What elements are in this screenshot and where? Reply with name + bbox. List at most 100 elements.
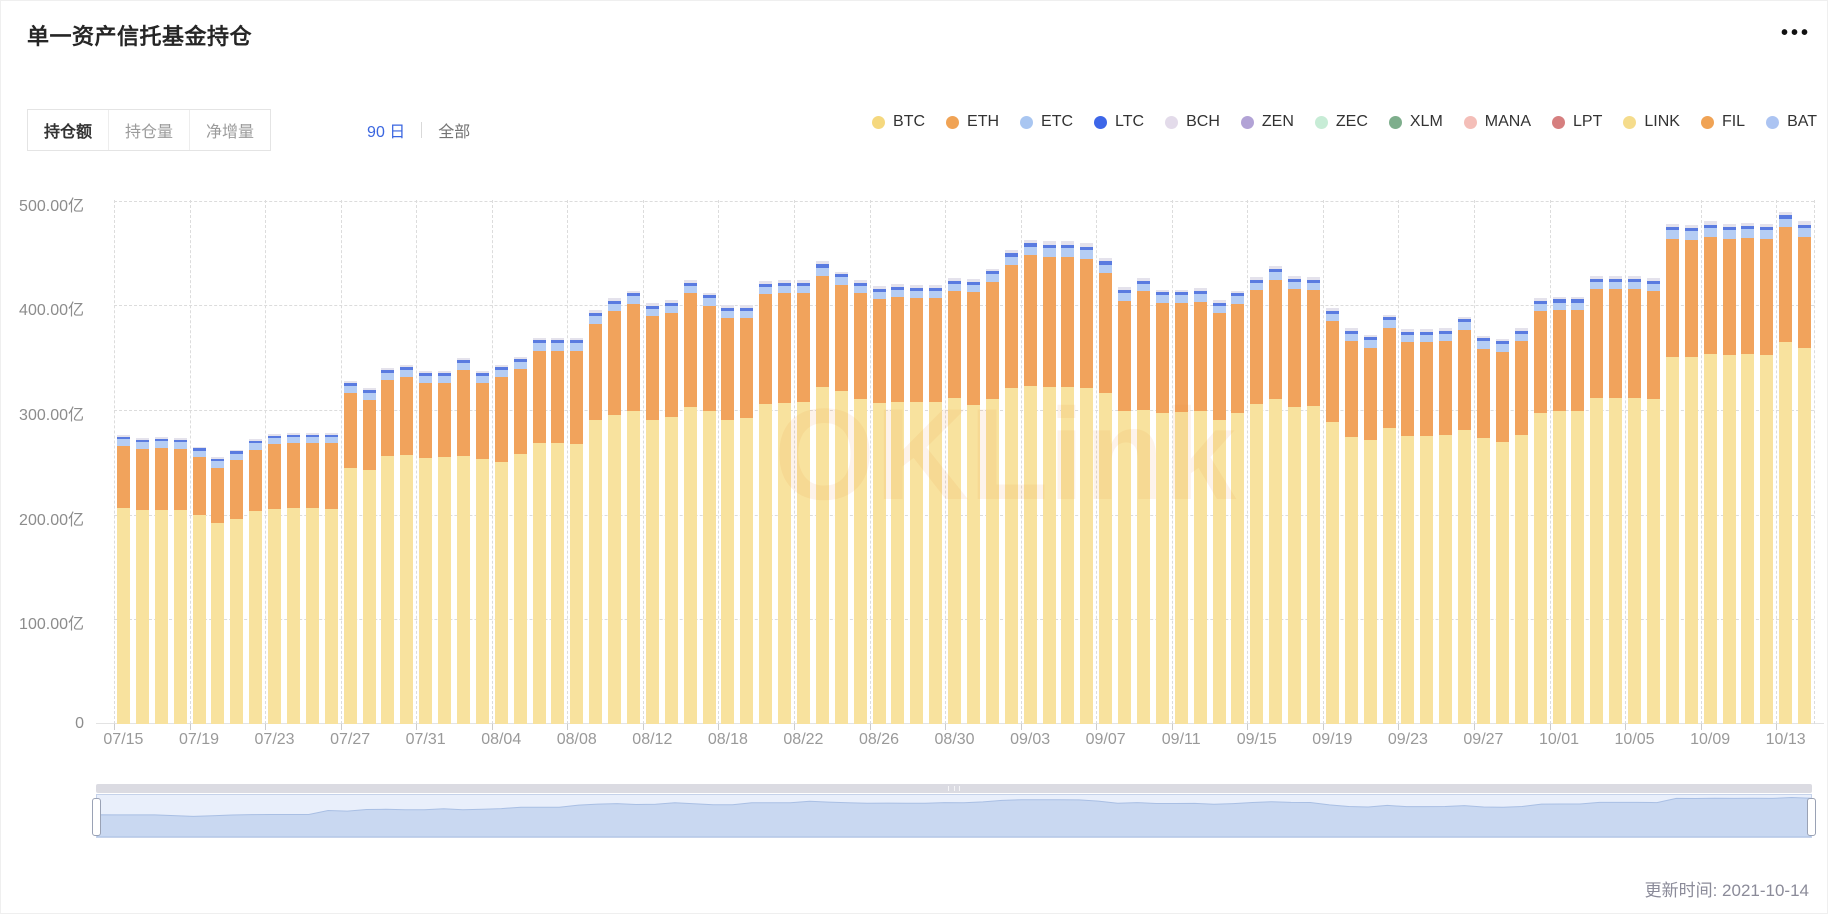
bar-08/10[interactable] (608, 297, 622, 724)
datazoom-scrollbar[interactable] (96, 784, 1812, 793)
bar-07/17[interactable] (154, 437, 168, 724)
bar-08/26[interactable] (872, 286, 886, 724)
bar-09/10[interactable] (1155, 289, 1169, 724)
bar-09/16[interactable] (1269, 266, 1283, 724)
bar-09/20[interactable] (1344, 328, 1358, 724)
bar-07/24[interactable] (286, 432, 300, 724)
bar-07/26[interactable] (324, 432, 338, 724)
datazoom-right-handle[interactable] (1807, 798, 1816, 836)
bar-08/31[interactable] (966, 279, 980, 724)
datazoom-left-handle[interactable] (92, 798, 101, 836)
period-90d[interactable]: 90 日 (367, 124, 406, 141)
bar-09/18[interactable] (1306, 276, 1320, 724)
bar-10/11[interactable] (1741, 222, 1755, 724)
bar-08/08[interactable] (570, 337, 584, 724)
legend-item-FIL[interactable]: FIL (1700, 113, 1745, 131)
period-all[interactable]: 全部 (438, 124, 471, 141)
bar-09/12[interactable] (1193, 288, 1207, 724)
bar-08/01[interactable] (438, 371, 452, 724)
bar-08/21[interactable] (778, 280, 792, 724)
bar-09/26[interactable] (1458, 316, 1472, 724)
legend-item-XLM[interactable]: XLM (1388, 113, 1443, 131)
bar-09/11[interactable] (1174, 289, 1188, 724)
bar-07/23[interactable] (268, 434, 282, 724)
legend-item-BAT[interactable]: BAT (1766, 113, 1817, 131)
bar-09/17[interactable] (1288, 275, 1302, 724)
bar-09/30[interactable] (1533, 297, 1547, 724)
bar-10/14[interactable] (1798, 221, 1812, 724)
bar-09/27[interactable] (1476, 335, 1490, 724)
bar-09/28[interactable] (1495, 338, 1509, 724)
bar-08/18[interactable] (721, 305, 735, 724)
bar-09/04[interactable] (1042, 241, 1056, 724)
bar-08/27[interactable] (891, 284, 905, 724)
bar-07/29[interactable] (381, 368, 395, 724)
legend-item-MANA[interactable]: MANA (1463, 113, 1531, 131)
bar-10/02[interactable] (1571, 296, 1585, 724)
bar-08/29[interactable] (929, 285, 943, 724)
bar-10/13[interactable] (1779, 212, 1793, 724)
bar-10/08[interactable] (1684, 224, 1698, 724)
bar-07/25[interactable] (305, 432, 319, 724)
bar-08/30[interactable] (948, 278, 962, 724)
bar-07/21[interactable] (230, 449, 244, 724)
scrollbar-grip-icon[interactable] (948, 786, 960, 791)
bar-08/22[interactable] (796, 280, 810, 724)
bar-08/07[interactable] (551, 337, 565, 724)
bar-09/21[interactable] (1363, 334, 1377, 724)
bar-08/19[interactable] (740, 305, 754, 724)
bar-08/12[interactable] (645, 303, 659, 724)
tab-持仓额[interactable]: 持仓额 (28, 110, 110, 150)
bar-07/27[interactable] (343, 380, 357, 724)
bar-08/24[interactable] (834, 271, 848, 724)
bar-10/10[interactable] (1722, 223, 1736, 724)
bar-07/15[interactable] (116, 435, 130, 724)
bar-09/01[interactable] (985, 268, 999, 724)
bar-10/04[interactable] (1609, 275, 1623, 724)
datazoom-window[interactable] (96, 794, 1812, 838)
bar-10/05[interactable] (1628, 275, 1642, 724)
legend-item-BCH[interactable]: BCH (1165, 113, 1220, 131)
bar-07/16[interactable] (135, 438, 149, 724)
bar-08/09[interactable] (589, 310, 603, 724)
tab-净增量[interactable]: 净增量 (206, 124, 255, 141)
more-options-icon[interactable]: ••• (1780, 22, 1811, 44)
bar-07/22[interactable] (249, 439, 263, 724)
legend-item-BTC[interactable]: BTC (872, 113, 925, 131)
bar-08/15[interactable] (683, 280, 697, 724)
bar-09/03[interactable] (1023, 240, 1037, 724)
bar-09/19[interactable] (1325, 308, 1339, 724)
bar-10/07[interactable] (1665, 223, 1679, 724)
legend-item-LTC[interactable]: LTC (1094, 113, 1144, 131)
bar-08/05[interactable] (513, 356, 527, 724)
tab-持仓量[interactable]: 持仓量 (109, 110, 191, 150)
legend-item-LINK[interactable]: LINK (1623, 113, 1680, 131)
bar-07/19[interactable] (192, 446, 206, 724)
bar-09/09[interactable] (1136, 278, 1150, 724)
bar-08/20[interactable] (759, 281, 773, 724)
bar-07/20[interactable] (211, 457, 225, 724)
bar-09/29[interactable] (1514, 328, 1528, 724)
bar-09/05[interactable] (1061, 241, 1075, 724)
legend-item-ETC[interactable]: ETC (1020, 113, 1073, 131)
bar-09/25[interactable] (1439, 328, 1453, 724)
bar-08/13[interactable] (664, 299, 678, 724)
bar-10/01[interactable] (1552, 296, 1566, 724)
bar-10/03[interactable] (1590, 275, 1604, 724)
bar-08/17[interactable] (702, 292, 716, 724)
bar-08/11[interactable] (626, 290, 640, 724)
bar-09/15[interactable] (1250, 276, 1264, 724)
bar-09/14[interactable] (1231, 290, 1245, 724)
bar-08/04[interactable] (494, 364, 508, 724)
bar-07/28[interactable] (362, 387, 376, 724)
bar-09/06[interactable] (1080, 243, 1094, 724)
bar-08/25[interactable] (853, 280, 867, 724)
bar-08/28[interactable] (910, 285, 924, 724)
bar-09/24[interactable] (1420, 329, 1434, 724)
bar-10/06[interactable] (1646, 278, 1660, 724)
bar-09/08[interactable] (1118, 287, 1132, 724)
bar-08/02[interactable] (456, 357, 470, 724)
bar-07/31[interactable] (419, 371, 433, 724)
bar-09/02[interactable] (1004, 249, 1018, 724)
legend-item-ZEN[interactable]: ZEN (1240, 113, 1294, 131)
